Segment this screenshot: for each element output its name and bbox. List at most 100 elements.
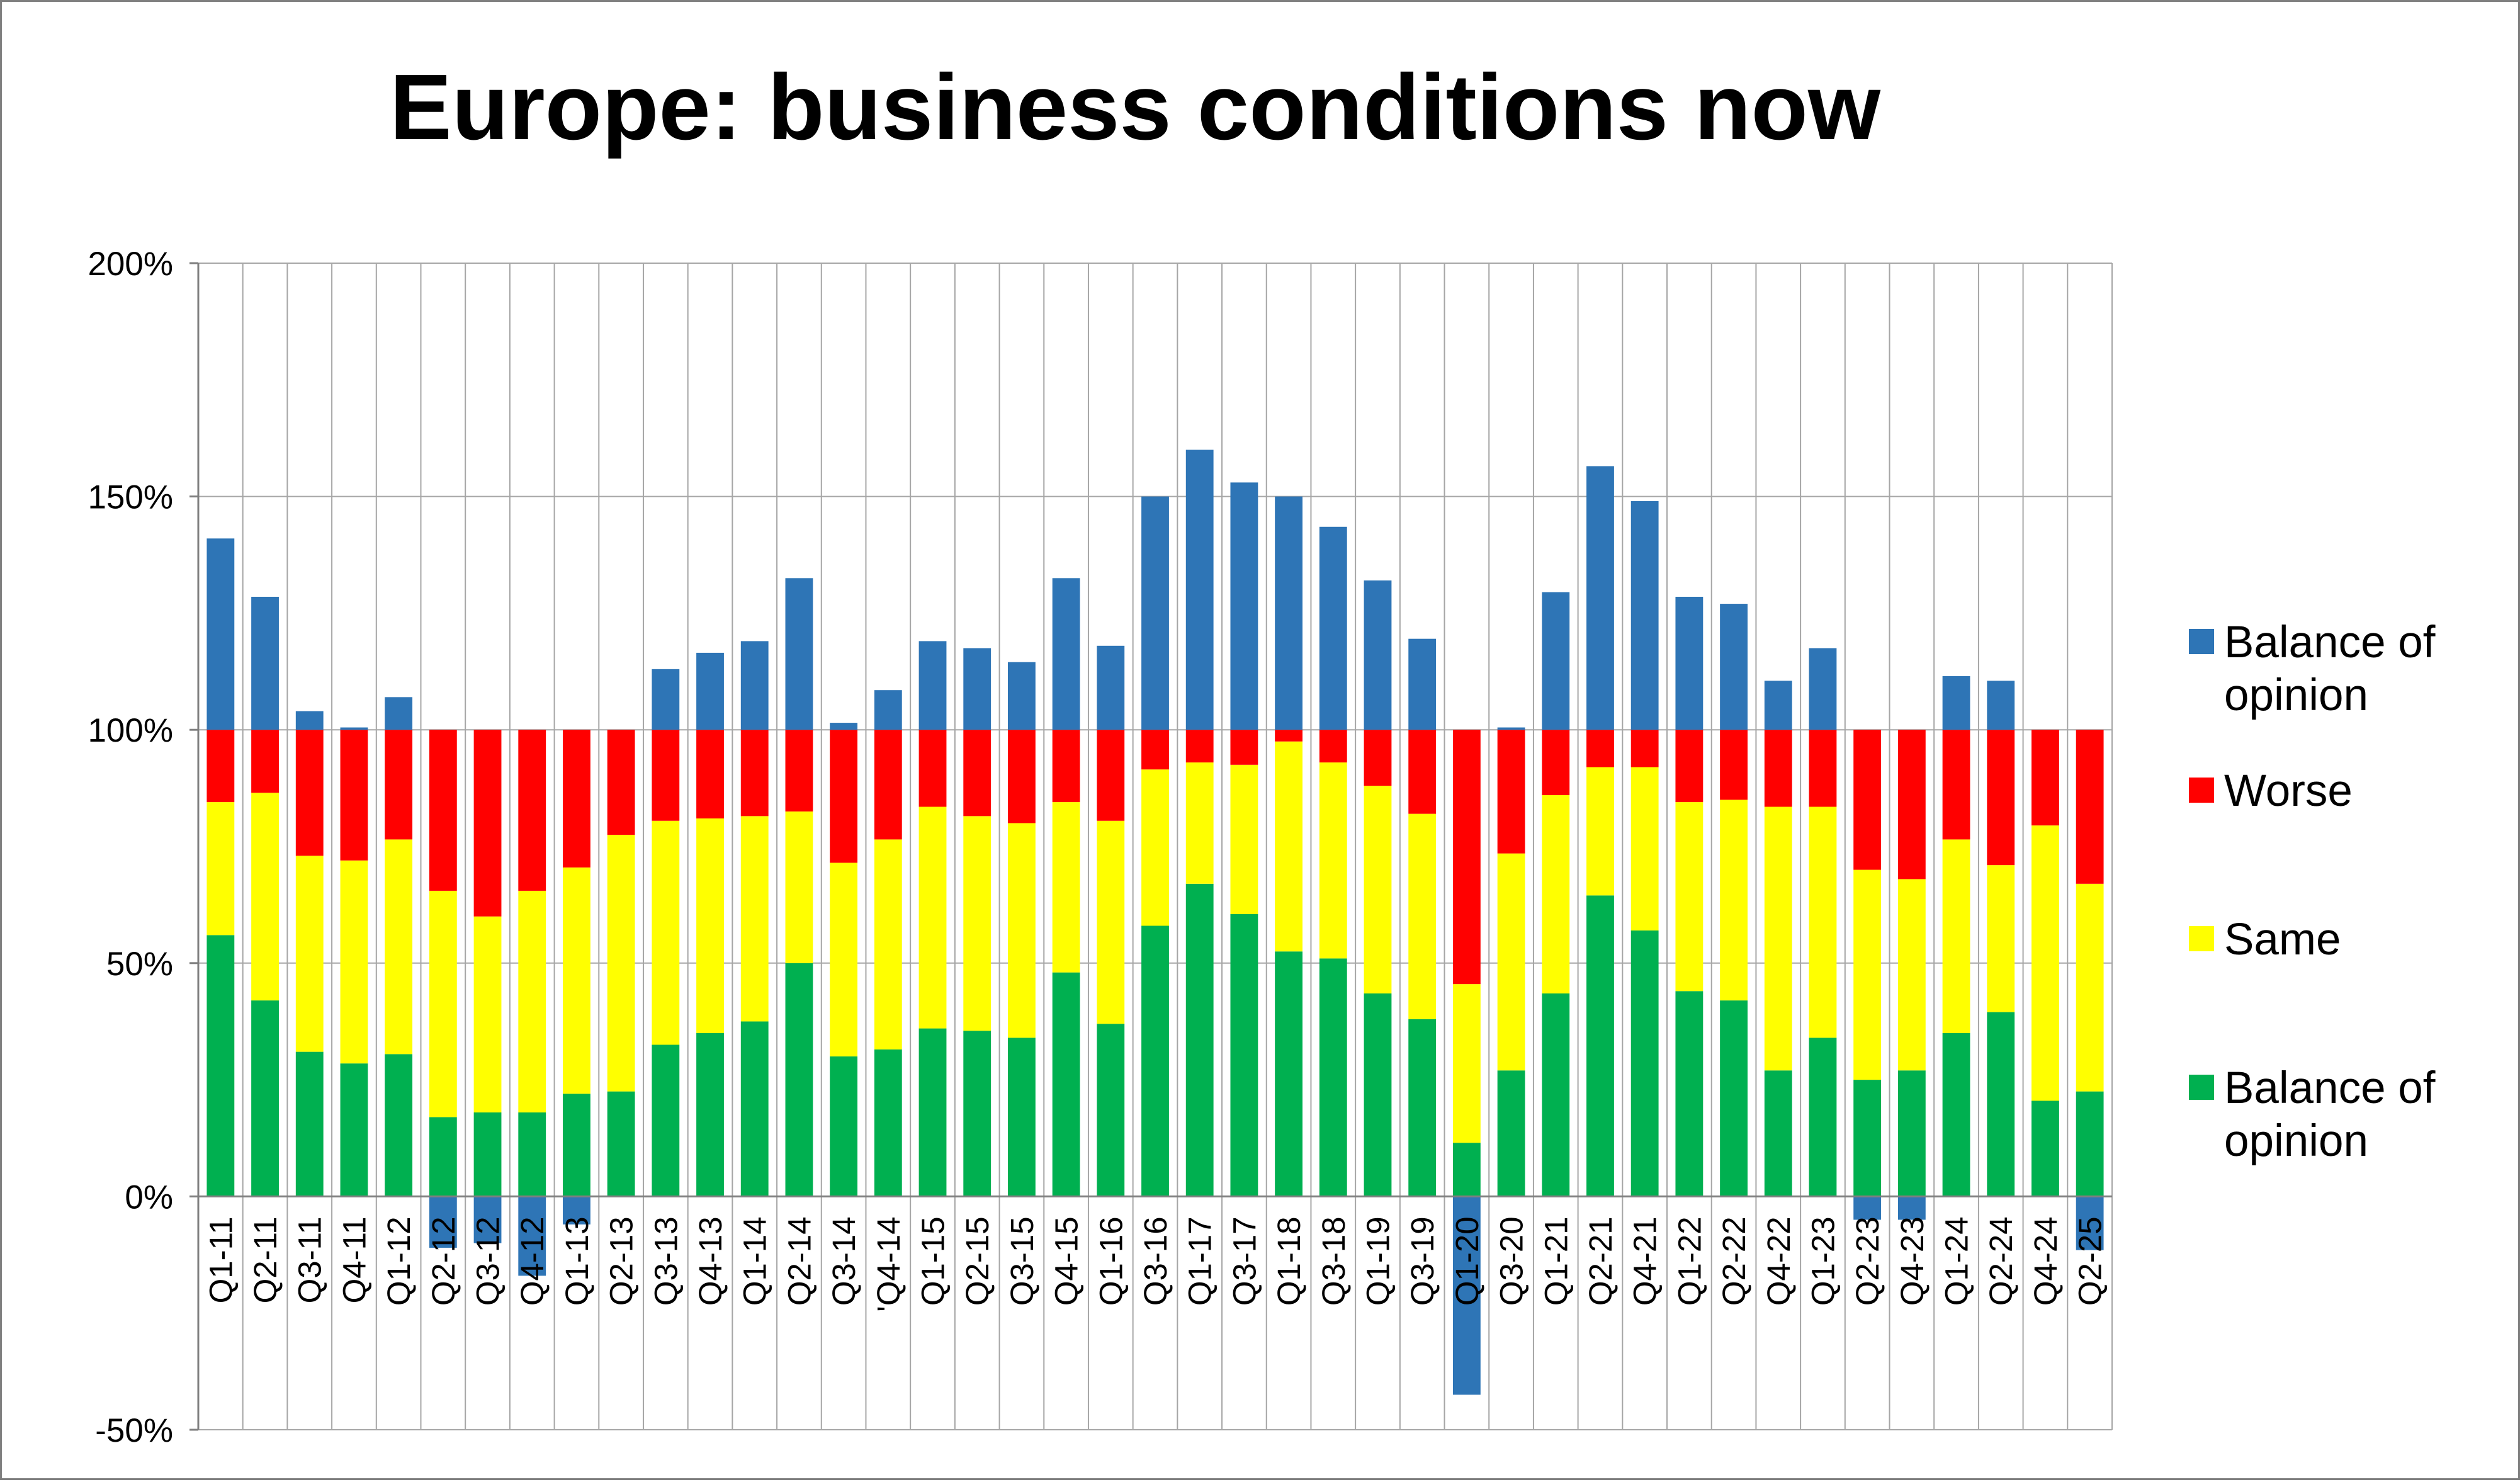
bar-segment-0 xyxy=(206,935,235,1197)
bar-segment-1 xyxy=(1007,823,1036,1038)
bar-segment-1 xyxy=(1586,767,1614,896)
chart-title: Europe: business conditions now xyxy=(390,55,1881,159)
bar-segment-0 xyxy=(518,1112,546,1197)
x-tick-label: Q1-21 xyxy=(1538,1216,1574,1306)
bar-segment-0 xyxy=(1185,883,1214,1197)
x-tick-label: Q4-22 xyxy=(1761,1216,1797,1306)
bar-segment-1 xyxy=(1185,762,1214,884)
bar-segment-1 xyxy=(1897,879,1926,1071)
bars xyxy=(206,450,2104,1395)
bar-segment-1 xyxy=(963,816,992,1031)
bar-segment-1 xyxy=(1809,806,1837,1038)
bar-segment-3 xyxy=(1364,580,1392,730)
bar-segment-1 xyxy=(1630,767,1659,930)
bar-segment-3 xyxy=(1942,676,1970,730)
x-tick-label: Q1-19 xyxy=(1360,1216,1396,1306)
bar-segment-3 xyxy=(206,538,235,730)
y-tick-label: -50% xyxy=(95,1412,173,1449)
bar-segment-0 xyxy=(830,1056,858,1197)
bar-segment-1 xyxy=(1942,839,1970,1033)
bar-segment-2 xyxy=(563,730,590,868)
legend-label: Balance of xyxy=(2224,618,2436,667)
bar-segment-1 xyxy=(1141,769,1169,926)
bar-segment-0 xyxy=(295,1051,324,1197)
axes xyxy=(189,262,2112,1431)
bar-segment-2 xyxy=(518,730,546,891)
x-tick-label: Q3-12 xyxy=(470,1216,506,1306)
x-tick-label: Q1-12 xyxy=(381,1216,417,1306)
bar-segment-1 xyxy=(830,863,858,1057)
bar-segment-2 xyxy=(963,730,992,817)
bar-segment-1 xyxy=(1720,800,1748,1001)
y-tick-label: 100% xyxy=(88,712,173,749)
bar-segment-1 xyxy=(2031,825,2059,1101)
y-tick-label: 200% xyxy=(88,246,173,283)
bar-segment-1 xyxy=(1764,806,1792,1071)
x-tick-label: Q4-23 xyxy=(1894,1216,1930,1306)
gridlines xyxy=(198,263,2113,1430)
bar-segment-0 xyxy=(740,1021,769,1197)
x-tick-label: Q2-25 xyxy=(2072,1216,2108,1306)
bar-segment-2 xyxy=(652,730,680,821)
legend-label: opinion xyxy=(2224,1116,2368,1166)
bar-segment-3 xyxy=(1007,662,1036,730)
bar-segment-2 xyxy=(1185,730,1214,763)
bar-segment-1 xyxy=(518,890,546,1112)
bar-segment-2 xyxy=(1364,730,1392,786)
bar-segment-2 xyxy=(740,730,769,817)
bar-segment-1 xyxy=(563,867,590,1094)
bar-segment-1 xyxy=(1319,762,1347,959)
bar-segment-1 xyxy=(1052,802,1080,973)
x-tick-label: Q4-12 xyxy=(514,1216,550,1306)
x-tick-label: Q1-17 xyxy=(1182,1216,1218,1306)
bar-segment-3 xyxy=(918,641,947,730)
x-tick-label: Q3-13 xyxy=(648,1216,684,1306)
legend-swatch xyxy=(2189,629,2214,654)
x-tick-label: Q1-15 xyxy=(915,1216,951,1306)
x-tick-label: Q3-15 xyxy=(1004,1216,1040,1306)
bar-segment-2 xyxy=(1853,730,1882,870)
x-tick-label: Q4-13 xyxy=(692,1216,728,1306)
bar-segment-2 xyxy=(429,730,457,891)
bar-segment-3 xyxy=(1230,482,1258,730)
bar-segment-0 xyxy=(1141,925,1169,1197)
bar-segment-0 xyxy=(1319,958,1347,1197)
bar-segment-0 xyxy=(607,1091,635,1197)
bar-segment-0 xyxy=(1007,1038,1036,1197)
x-tick-label: 'Q4-14 xyxy=(871,1216,907,1311)
bar-segment-3 xyxy=(1853,1196,1882,1220)
bar-segment-0 xyxy=(1542,993,1570,1197)
bar-segment-0 xyxy=(1942,1032,1970,1197)
bar-segment-0 xyxy=(1853,1080,1882,1197)
bar-segment-3 xyxy=(1319,526,1347,730)
legend-swatch xyxy=(2189,926,2214,951)
bar-segment-3 xyxy=(340,727,368,730)
bar-segment-1 xyxy=(696,818,724,1033)
x-tick-label: Q1-13 xyxy=(559,1216,595,1306)
bar-segment-2 xyxy=(1809,730,1837,807)
bar-segment-0 xyxy=(1764,1070,1792,1197)
x-tick-label: Q4-21 xyxy=(1627,1216,1663,1306)
bar-segment-1 xyxy=(1452,984,1481,1143)
bar-segment-1 xyxy=(251,793,279,1001)
bar-segment-1 xyxy=(2076,883,2104,1092)
bar-segment-3 xyxy=(963,648,992,730)
x-tick-label: Q1-18 xyxy=(1271,1216,1307,1306)
bar-segment-2 xyxy=(1275,730,1303,742)
bar-segment-1 xyxy=(785,811,813,963)
bar-segment-0 xyxy=(1497,1070,1525,1197)
x-tick-label: Q2-22 xyxy=(1716,1216,1752,1306)
bar-segment-3 xyxy=(1586,466,1614,730)
bar-segment-3 xyxy=(740,641,769,730)
bar-segment-3 xyxy=(1675,596,1704,730)
bar-segment-3 xyxy=(1185,450,1214,730)
bar-segment-3 xyxy=(830,723,858,730)
bar-segment-0 xyxy=(652,1044,680,1197)
x-tick-label: Q3-18 xyxy=(1316,1216,1352,1306)
legend-label: opinion xyxy=(2224,670,2368,720)
x-tick-label: Q1-11 xyxy=(203,1216,239,1303)
bar-segment-3 xyxy=(1630,501,1659,730)
x-tick-label: Q2-11 xyxy=(247,1216,283,1303)
x-tick-label: Q2-12 xyxy=(426,1216,461,1306)
